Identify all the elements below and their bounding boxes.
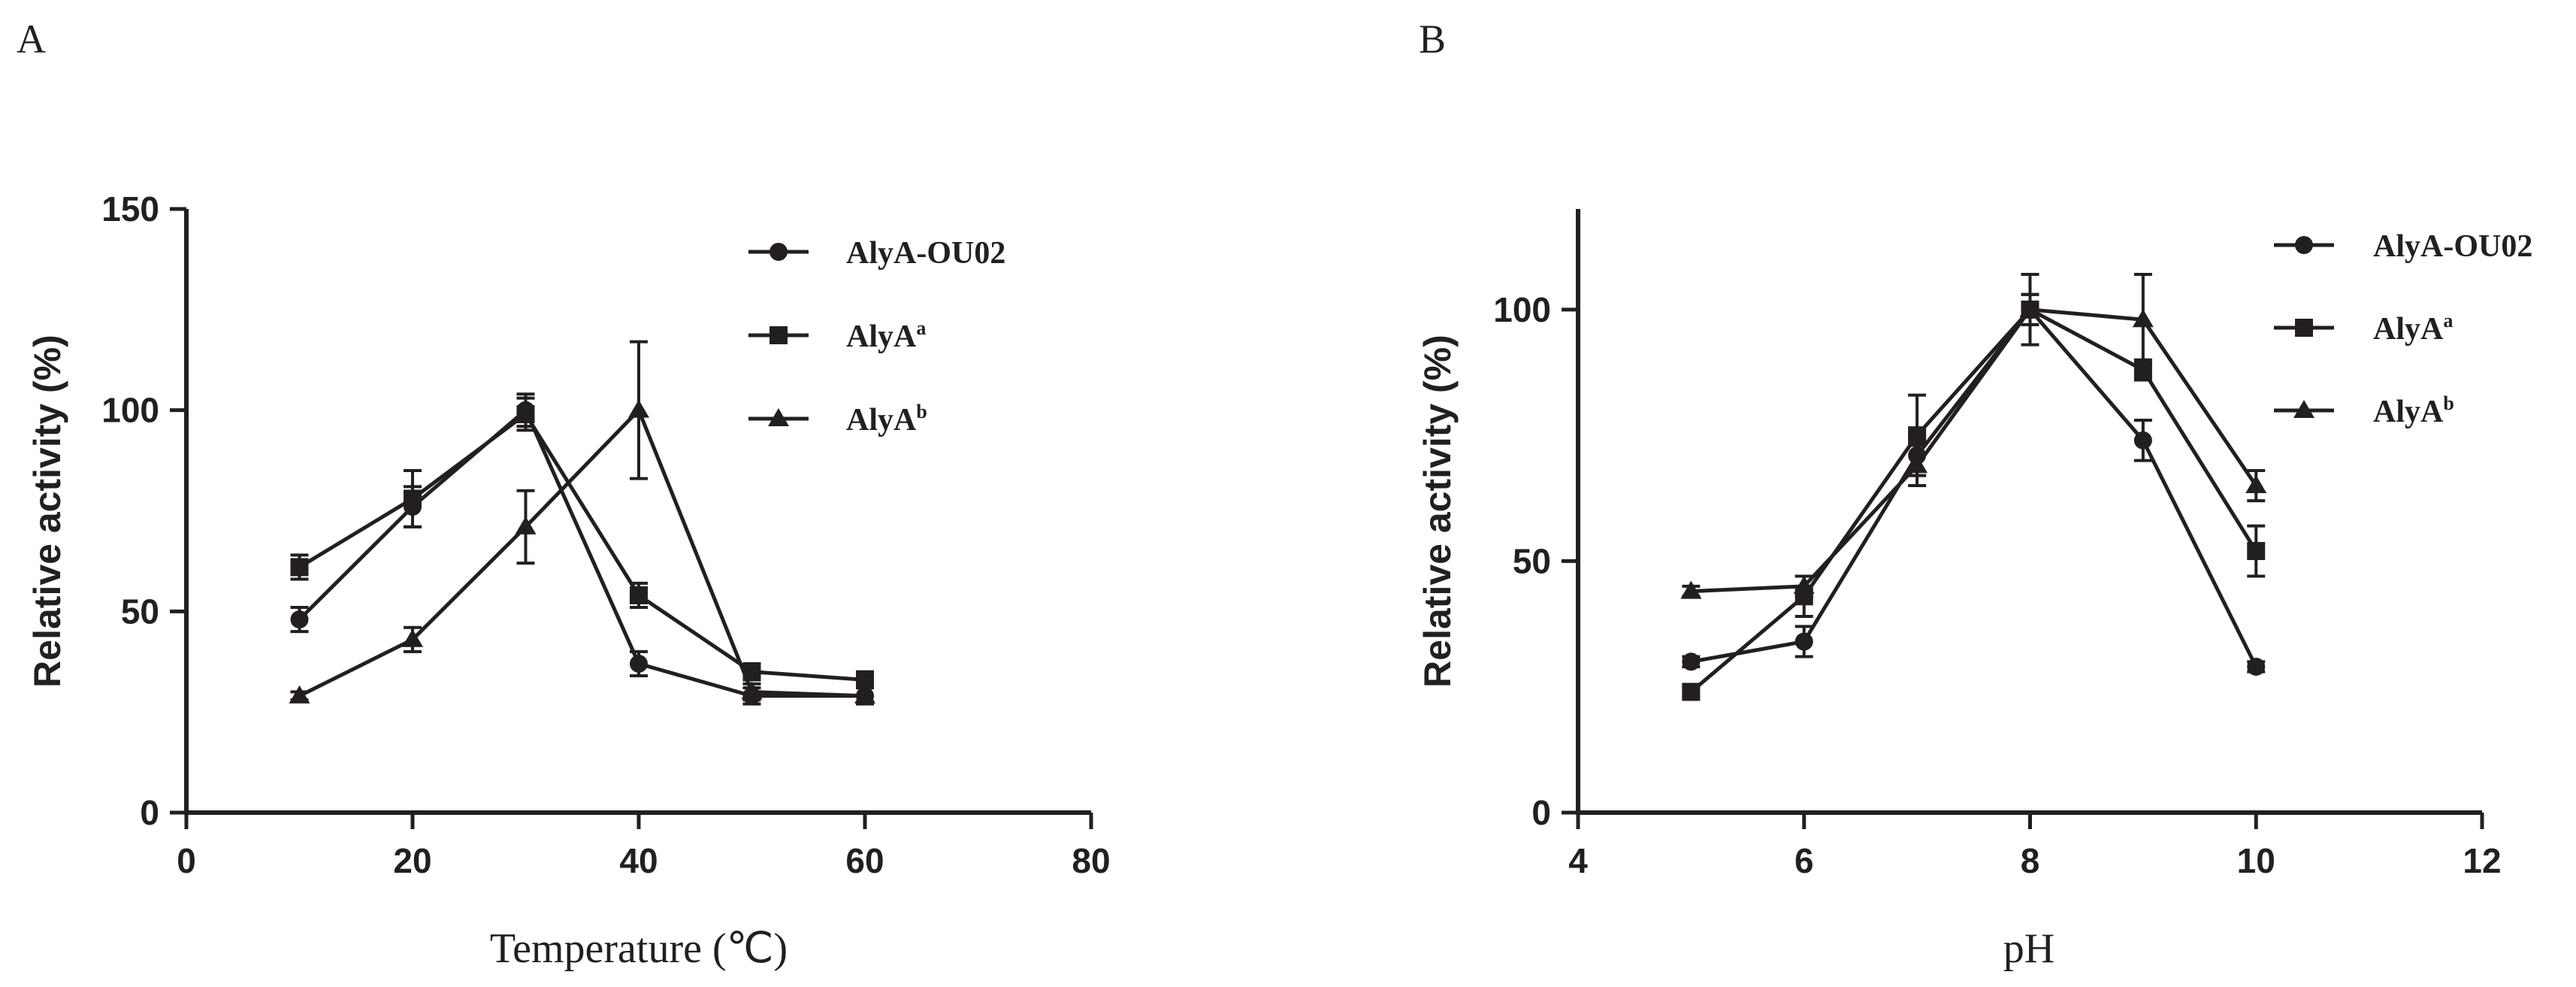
legend-label: AlyAb <box>846 401 927 437</box>
legend-label: AlyAb <box>2373 392 2454 429</box>
x-tick-label: 4 <box>1568 841 1588 880</box>
data-point-circle <box>1794 632 1813 651</box>
data-point-square <box>2247 542 2266 561</box>
data-point-triangle <box>1793 575 1815 594</box>
data-point-square <box>1682 683 1701 701</box>
legend-item-alya-ou02: AlyA-OU02 <box>748 236 1005 271</box>
legend-b: AlyA-OU02 AlyAa AlyAb <box>2274 229 2532 429</box>
data-point-square <box>516 405 535 424</box>
data-point-square <box>404 489 422 508</box>
x-tick-label: 10 <box>2237 841 2275 880</box>
y-tick-label: 50 <box>1513 541 1551 580</box>
circle-marker-icon <box>2295 236 2313 254</box>
series-line <box>298 408 865 698</box>
data-point-triangle <box>1906 455 1928 474</box>
square-marker-icon <box>769 326 788 344</box>
panel-label-a: A <box>17 17 46 62</box>
x-tick-label: 12 <box>2463 841 2501 880</box>
y-axis-title-b: Relative activity (%) <box>1416 335 1459 688</box>
triangle-marker-icon <box>768 408 789 426</box>
data-point-circle <box>2247 657 2266 676</box>
data-point-triangle <box>515 516 537 534</box>
data-point-triangle <box>628 399 649 418</box>
legend-label: AlyAa <box>2373 310 2453 347</box>
data-point-circle <box>630 654 648 673</box>
series-line <box>1690 307 2258 668</box>
panel-a: A 0 20 40 60 80 0 50 100 150 Relative activity (… <box>17 17 1111 972</box>
series-line <box>1689 307 2258 694</box>
panel-b: B 4 6 8 10 12 0 50 100 Relative activity (%) pH… <box>1416 17 2532 972</box>
data-point-triangle <box>1680 580 1702 599</box>
legend-item-alya-ou02: AlyA-OU02 <box>2274 229 2532 264</box>
legend-label: AlyA-OU02 <box>2373 229 2532 264</box>
data-point-triangle <box>854 685 875 704</box>
data-point-circle <box>290 610 309 629</box>
y-tick-label: 150 <box>101 189 159 229</box>
x-tick-label: 40 <box>619 841 658 880</box>
triangle-marker-icon <box>2293 400 2314 418</box>
data-point-square <box>1908 426 1927 445</box>
y-tick-label: 0 <box>1531 793 1551 832</box>
x-axis-title-b: pH <box>2003 925 2054 972</box>
data-point-triangle <box>2019 298 2041 317</box>
data-point-square <box>290 558 309 577</box>
x-tick-label: 60 <box>845 841 884 880</box>
data-point-triangle <box>289 685 310 704</box>
x-tick-label: 0 <box>177 841 196 880</box>
data-point-triangle <box>2132 309 2154 328</box>
legend-a: AlyA-OU02 AlyAa AlyAb <box>748 236 1005 437</box>
data-point-triangle <box>2245 475 2267 494</box>
legend-label: AlyAa <box>846 317 926 354</box>
square-marker-icon <box>2295 319 2313 337</box>
legend-item-alya-a: AlyAa <box>748 317 926 354</box>
series-line <box>1691 307 2258 594</box>
data-point-circle <box>2133 431 2152 450</box>
y-tick-label: 100 <box>101 391 159 430</box>
y-axis-title-a: Relative activity (%) <box>26 335 68 688</box>
x-tick-label: 80 <box>1072 841 1110 880</box>
data-point-circle <box>1682 652 1701 671</box>
legend-item-alya-b: AlyAb <box>748 401 927 437</box>
y-tick-label: 50 <box>121 592 159 631</box>
y-tick-label: 100 <box>1493 290 1551 329</box>
x-tick-label: 6 <box>1794 841 1814 880</box>
panel-label-b: B <box>1419 17 1446 62</box>
data-point-square <box>630 586 648 604</box>
legend-item-alya-a: AlyAa <box>2274 310 2453 347</box>
legend-item-alya-b: AlyAb <box>2274 392 2454 429</box>
series-line <box>298 408 866 698</box>
circle-marker-icon <box>769 243 788 261</box>
x-tick-label: 8 <box>2021 841 2040 880</box>
legend-label: AlyA-OU02 <box>846 236 1005 271</box>
y-tick-label: 0 <box>140 793 159 832</box>
series-line <box>298 412 866 682</box>
x-tick-label: 20 <box>393 841 431 880</box>
data-point-triangle <box>741 681 763 700</box>
x-axis-title-a: Temperature (℃) <box>490 925 788 972</box>
data-point-triangle <box>402 628 423 647</box>
